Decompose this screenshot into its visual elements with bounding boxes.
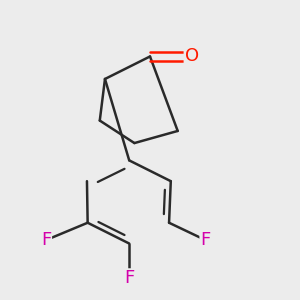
Text: F: F bbox=[200, 231, 211, 249]
Text: F: F bbox=[124, 269, 134, 287]
Text: F: F bbox=[41, 231, 51, 249]
Text: O: O bbox=[184, 47, 199, 65]
